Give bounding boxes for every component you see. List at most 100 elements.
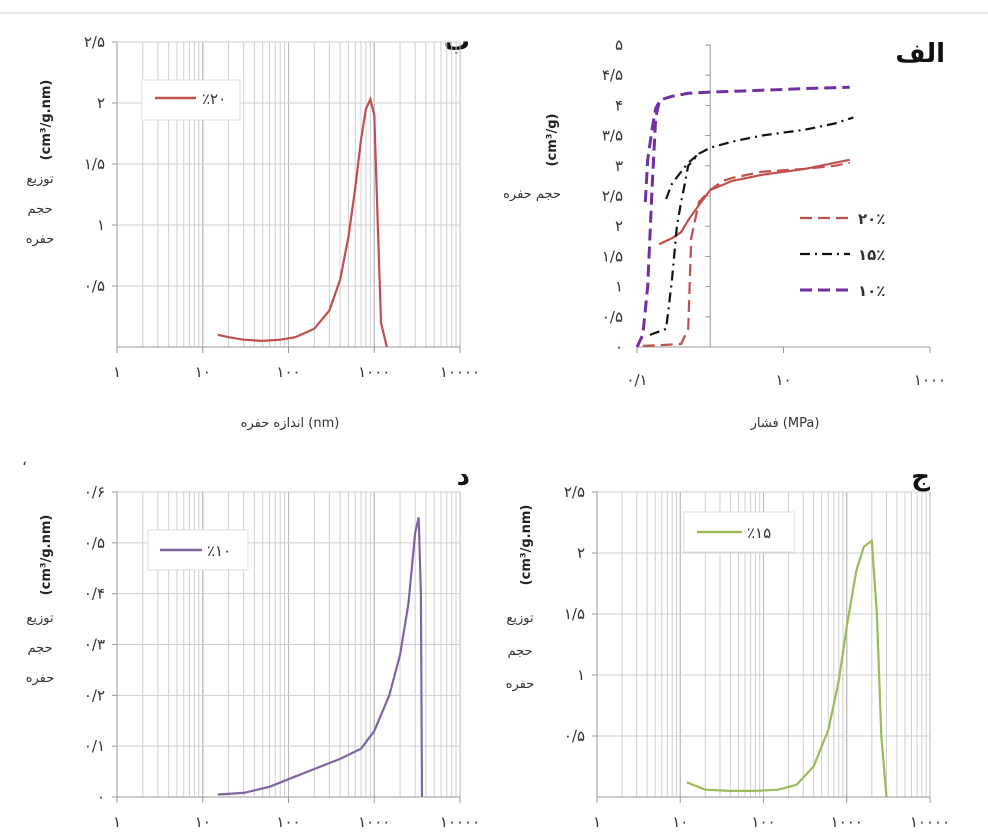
panel-dal-y-axis-label: (cm³/g.nm) توزیع حجم حفره [26,515,55,686]
panel-be-y-ticks: ۰/۵ ۱ ۱/۵ ۲ ۲/۵ [84,33,117,295]
dal-y-tick-label: ۰/۴ [84,585,105,603]
panel-alef-pore-volume: الف ۰ ۰/۵ ۱ ۱/۵ ۲ ۲/۵ ۳ ۳/۵ ۴ ۴/۵ ۵ ۰/۱ ۱۰ ۱۰۰۰ ۲۰٪ ۱… [503,36,946,431]
panel-alef-series [635,85,854,348]
panel-dal-y-label-line1: توزیع [26,611,54,626]
be-x-tick-label: ۱ [113,363,121,381]
stray-mark: ، [22,451,27,469]
panel-jim-y-label-line2: حجم [507,644,532,659]
panel-jim-y-ticks: ۰/۵ ۱ ۱/۵ ۲ ۲/۵ [564,483,597,745]
panel-jim-y-label-line3: حفره [506,677,535,692]
alef-series-line [665,152,700,200]
panel-alef-x-ticks: ۰/۱ ۱۰ ۱۰۰۰ [626,347,946,389]
panel-be-y-label-line3: حفره [26,232,55,247]
panel-jim-title: ج [911,462,930,492]
panel-jim-y-unit: (cm³/g.nm) [519,505,534,586]
panel-dal-x-ticks: ۱ ۱۰ ۱۰۰ ۱۰۰۰ ۱۰۰۰۰ [113,797,480,831]
panel-jim-y-axis-label: (cm³/g.nm) توزیع حجم حفره [506,505,535,692]
panel-jim-x-ticks: ۱ ۱۰ ۱۰۰ ۱۰۰۰ ۱۰۰۰۰ [593,797,950,831]
alef-legend-label: ۲۰٪ [858,210,885,228]
panel-jim-series-line [686,538,888,798]
be-x-tick-label: ۱۰۰۰۰ [440,363,480,381]
be-y-tick-label: ۱ [97,216,105,234]
alef-y-tick-label: ۴/۵ [602,66,623,84]
alef-series-line [658,158,850,246]
jim-y-tick-label: ۱ [577,666,585,684]
dal-y-tick-label: ۰/۳ [84,636,105,654]
alef-y-tick-label: ۱/۵ [602,247,623,265]
jim-x-tick-label: ۱۰۰۰ [831,813,863,831]
panel-alef-title: الف [895,39,945,69]
dal-y-tick-label: ۰ [97,788,105,806]
panel-jim-y-label-line1: توزیع [506,611,534,626]
panel-alef-legend: ۲۰٪ ۱۵٪ ۱۰٪ [800,210,885,300]
panel-alef-axes [637,45,930,348]
panel-jim-legend: ٪۱۵ [683,511,795,553]
alef-y-tick-label: ۱ [615,278,623,296]
panel-dal-legend-label: ٪۱۰ [207,542,231,560]
alef-y-tick-label: ۲ [615,217,623,235]
jim-x-tick-label: ۱۰۰۰۰ [910,813,950,831]
panel-be-legend-label: ٪۲۰ [202,90,226,108]
jim-x-tick-label: ۱ [593,813,601,831]
alef-series-line [649,116,854,336]
panel-alef-y-unit: (cm³/g) [545,114,560,167]
panel-dal-y-unit: (cm³/g.nm) [39,515,54,596]
alef-x-tick-label: ۱۰۰۰ [914,371,946,389]
dal-y-tick-label: ۰/۲ [84,686,105,704]
dal-x-tick-label: ۱۰۰۰ [358,813,390,831]
panel-be-x-axis-label: اندازه حفره (nm) [241,416,340,431]
panel-be-y-label-line2: حجم [27,202,52,217]
jim-x-tick-label: ۱۰ [672,813,688,831]
dal-x-tick-label: ۱۰۰۰۰ [440,813,480,831]
panel-dal-y-label-line3: حفره [26,671,55,686]
alef-series-line [635,85,850,348]
panel-be-legend: ٪۲۰ [141,79,241,121]
dal-y-tick-label: ۰/۱ [84,737,105,755]
be-y-tick-label: ۰/۵ [84,277,105,295]
panel-dal-y-label-line2: حجم [27,641,52,656]
alef-series-line [643,101,661,203]
jim-y-tick-label: ۰/۵ [564,727,585,745]
panel-be-y-axis-label: (cm³/g.nm) توزیع حجم حفره [26,80,55,247]
panel-alef-y-axis-label: (cm³/g) حجم حفره [503,114,561,202]
panel-dal-series-line [217,517,424,798]
alef-y-tick-label: ۰/۵ [602,308,623,326]
panel-dal-legend: ٪۱۰ [147,529,249,571]
dal-x-tick-label: ۱۰ [195,813,211,831]
be-x-tick-label: ۱۰۰۰ [358,363,390,381]
dal-x-tick-label: ۱۰۰ [276,813,300,831]
dal-x-tick-label: ۱ [113,813,121,831]
panel-be-x-ticks: ۱ ۱۰ ۱۰۰ ۱۰۰۰ ۱۰۰۰۰ [113,347,480,381]
panel-alef-y-ticks: ۰ ۰/۵ ۱ ۱/۵ ۲ ۲/۵ ۳ ۳/۵ ۴ ۴/۵ ۵ [602,36,711,356]
panel-alef-x-axis-label: فشار (MPa) [750,416,820,431]
be-x-tick-label: ۱۰۰ [276,363,300,381]
alef-x-tick-label: ۰/۱ [626,371,647,389]
jim-x-tick-label: ۱۰۰ [751,813,775,831]
panel-jim-pore-size-distribution: ج ۰/۵ ۱ ۱/۵ ۲ ۲/۵ ۱ ۱۰ ۱۰۰ ۱۰۰۰ ۱۰۰۰۰ ٪۱۵ (cm³/g… [506,462,950,831]
panel-be-y-unit: (cm³/g.nm) [39,80,54,161]
be-y-tick-label: ۲ [97,94,105,112]
dal-y-tick-label: ۰/۶ [84,483,105,501]
panel-be-series-line [217,95,388,348]
jim-y-tick-label: ۲/۵ [564,483,585,501]
alef-legend-label: ۱۰٪ [858,282,885,300]
alef-y-tick-label: ۵ [615,36,623,54]
panel-be-y-label-line1: توزیع [26,172,54,187]
jim-y-tick-label: ۱/۵ [564,605,585,623]
be-y-tick-label: ۱/۵ [84,155,105,173]
dal-y-tick-label: ۰/۵ [84,534,105,552]
alef-legend-label: ۱۵٪ [858,246,885,264]
alef-y-tick-label: ۳/۵ [602,127,623,145]
alef-x-tick-label: ۱۰ [775,371,791,389]
jim-y-tick-label: ۲ [577,544,585,562]
panel-be-pore-size-distribution: ب ۰/۵۱۱/۵۲۲/۵ ۱ ۱۰ ۱۰۰ ۱۰۰۰ ۱۰۰۰۰ ٪۲۰ (cm³/g… [26,27,480,431]
alef-y-tick-label: ۲/۵ [602,187,623,205]
alef-y-tick-label: ۳ [615,157,623,175]
panel-dal-title: د [457,462,470,492]
be-y-tick-label: ۲/۵ [84,33,105,51]
panel-dal-y-ticks: ۰ ۰/۱ ۰/۲ ۰/۳ ۰/۴ ۰/۵ ۰/۶ [84,483,117,806]
panel-jim-legend-label: ٪۱۵ [747,524,771,542]
alef-y-tick-label: ۰ [615,338,623,356]
be-x-tick-label: ۱۰ [195,363,211,381]
